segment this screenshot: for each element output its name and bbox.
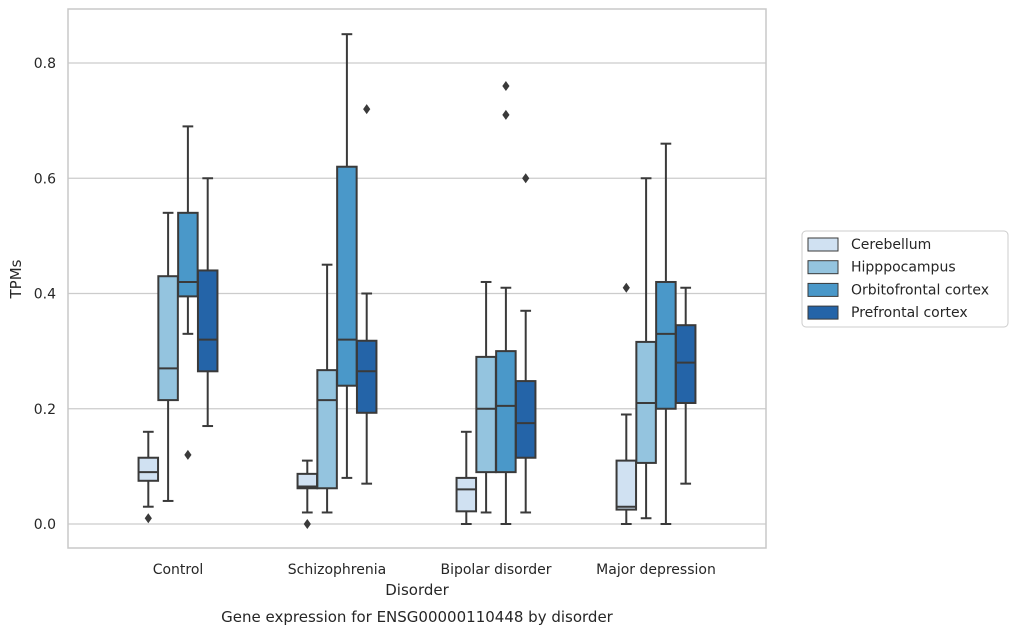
- box-iqr: [157, 275, 179, 402]
- legend-swatch: [807, 237, 839, 252]
- box-cerebellum: [455, 430, 478, 525]
- x-axis-label: Disorder: [385, 581, 449, 599]
- box-iqr: [514, 380, 537, 459]
- box-iqr: [615, 459, 638, 511]
- box-iqr: [475, 355, 497, 474]
- legend-swatch: [807, 282, 839, 297]
- box-cerebellum: [296, 459, 319, 529]
- box-iqr: [137, 456, 160, 482]
- x-tick-label: Control: [153, 562, 204, 578]
- x-tick-labels: Control Schizophrenia Bipolar disorder Majo…: [153, 562, 716, 578]
- box-orbitofrontal-cortex: [336, 33, 358, 479]
- box-iqr: [455, 476, 478, 513]
- legend-label: Prefrontal cortex: [851, 305, 968, 321]
- box-prefrontal-cortex: [196, 177, 219, 428]
- outlier-point: [502, 81, 510, 92]
- box-iqr: [177, 211, 199, 298]
- box-iqr: [674, 324, 697, 404]
- box-iqr: [495, 350, 517, 474]
- x-tick-label: Major depression: [596, 562, 716, 578]
- box-orbitofrontal-cortex: [495, 81, 517, 525]
- box-iqr: [355, 339, 378, 414]
- y-tick-labels: 0.0 0.2 0.4 0.6 0.8: [34, 56, 56, 533]
- box-prefrontal-cortex: [674, 286, 697, 485]
- legend: Cerebellum Hipppocampus Orbitofrontal cort…: [801, 230, 1009, 328]
- box-prefrontal-cortex: [355, 104, 378, 485]
- box-hipppocampus: [475, 280, 497, 514]
- outlier-point: [363, 104, 371, 115]
- legend-label: Hipppocampus: [851, 260, 956, 276]
- y-tick-label: 0.2: [34, 402, 56, 418]
- box-orbitofrontal-cortex: [655, 142, 677, 525]
- box-iqr: [336, 165, 358, 387]
- box-cerebellum: [615, 282, 638, 525]
- outlier-point: [522, 173, 530, 184]
- box-orbitofrontal-cortex: [177, 125, 199, 460]
- outlier-point: [184, 449, 192, 460]
- box-cerebellum: [137, 430, 160, 524]
- outlier-point: [502, 109, 510, 120]
- box-hipppocampus: [316, 263, 338, 514]
- box-iqr: [316, 369, 338, 490]
- box-iqr: [196, 269, 219, 373]
- legend-swatch: [807, 260, 839, 275]
- y-tick-label: 0.6: [34, 171, 56, 187]
- outlier-point: [622, 282, 630, 293]
- box-hipppocampus: [635, 177, 657, 520]
- y-tick-label: 0.4: [34, 287, 56, 303]
- y-tick-label: 0.8: [34, 56, 56, 72]
- x-tick-label: Bipolar disorder: [440, 562, 551, 578]
- legend-label: Cerebellum: [851, 237, 931, 253]
- box-prefrontal-cortex: [514, 173, 537, 514]
- box-groups: [137, 33, 697, 529]
- outlier-point: [144, 513, 152, 524]
- legend-swatch: [807, 305, 839, 320]
- legend-frame: [801, 230, 1009, 328]
- x-tick-label: Schizophrenia: [288, 562, 386, 578]
- plot-frame: [67, 8, 767, 549]
- outlier-point: [303, 519, 311, 529]
- y-tick-label: 0.0: [34, 517, 56, 533]
- box-iqr: [655, 280, 677, 410]
- legend-label: Orbitofrontal cortex: [851, 282, 989, 298]
- y-axis-label: TPMs: [7, 259, 25, 299]
- box-hipppocampus: [157, 211, 179, 502]
- chart-caption: Gene expression for ENSG00000110448 by d…: [221, 608, 614, 626]
